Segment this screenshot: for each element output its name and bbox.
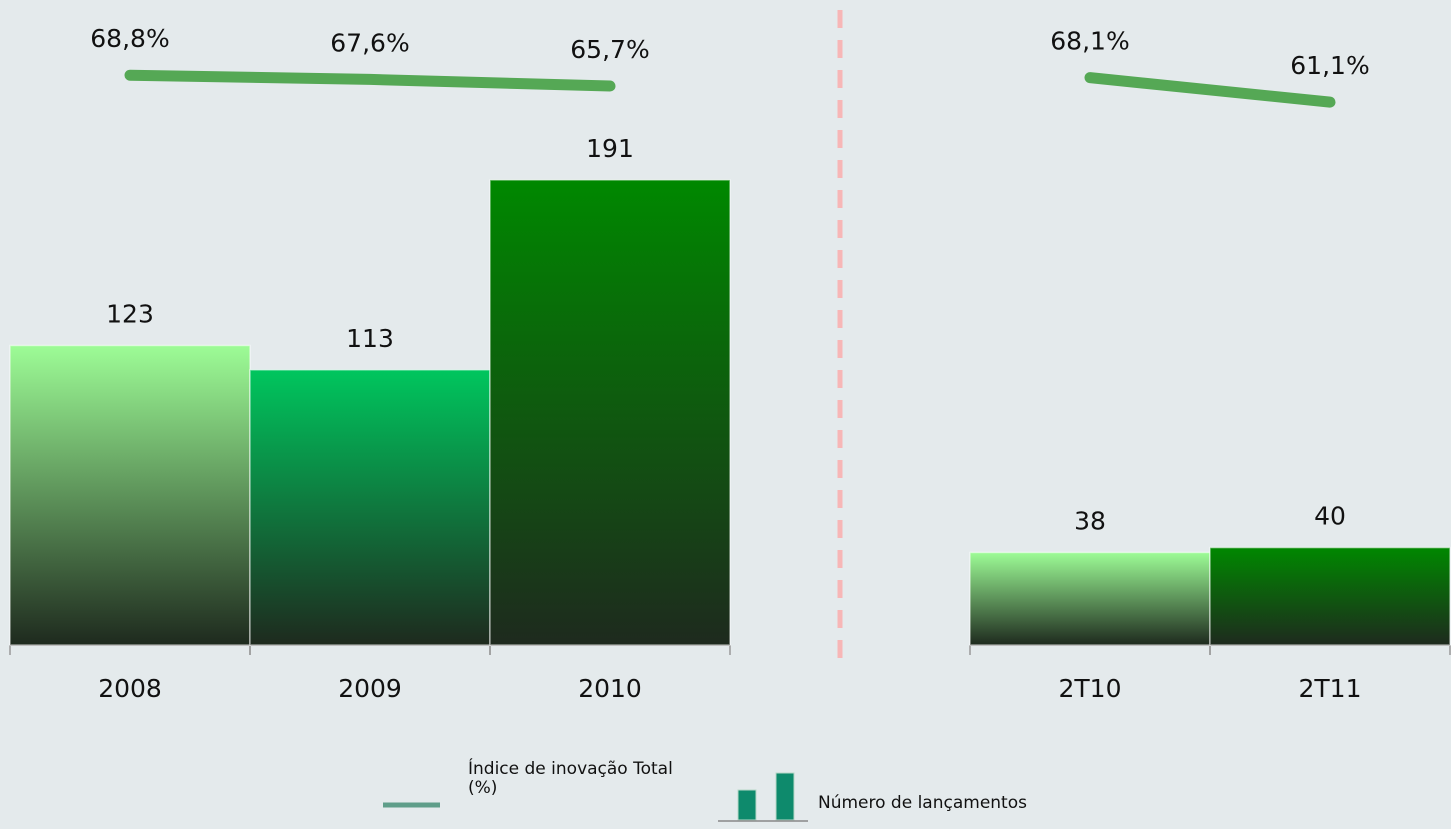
data-label: 68,1%	[1050, 27, 1129, 56]
bar	[9, 344, 251, 646]
line	[1084, 72, 1336, 108]
bar	[1209, 546, 1451, 646]
bar	[489, 179, 731, 646]
bar	[249, 369, 491, 646]
data-label: 67,6%	[330, 28, 409, 57]
data-label: 68,8%	[90, 24, 169, 53]
data-label: 113	[346, 324, 394, 353]
data-label: 38	[1074, 506, 1106, 535]
x-tick-label: 2T11	[1299, 674, 1362, 703]
data-label: 123	[106, 299, 154, 328]
legend-label: Número de lançamentos	[818, 793, 1027, 813]
data-label: 61,1%	[1290, 51, 1369, 80]
legend-bar-icon	[737, 789, 757, 821]
x-tick-label: 2010	[578, 674, 642, 703]
x-tick-label: 2008	[98, 674, 162, 703]
data-label: 40	[1314, 502, 1346, 531]
legend-label: Índice de inovação Total (%)	[468, 759, 673, 798]
data-label: 191	[586, 134, 634, 163]
x-tick-label: 2009	[338, 674, 402, 703]
legend-bar-icon	[775, 772, 795, 821]
line	[124, 69, 616, 92]
data-label: 65,7%	[570, 35, 649, 64]
x-tick-label: 2T10	[1059, 674, 1122, 703]
bar	[969, 551, 1211, 646]
